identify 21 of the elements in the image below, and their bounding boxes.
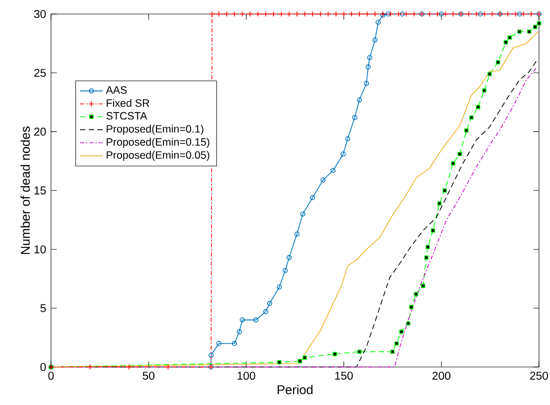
y-axis-title: Number of dead nodes [20, 126, 30, 254]
x-tick-label: 100 [238, 372, 256, 380]
legend-label: Proposed(Emin=0.1) [106, 124, 204, 135]
y-tick-label: 0 [40, 363, 46, 372]
legend-label: STCSTA [106, 112, 148, 120]
legend-label: Proposed(Emin=0.15) [106, 138, 210, 148]
legend-label: Proposed(Emin=0.05) [106, 150, 210, 161]
y-tick-label: 10 [34, 245, 46, 254]
x-tick-label: 250 [530, 372, 548, 380]
x-tick-label: 50 [142, 372, 154, 380]
y-tick-label: 5 [40, 304, 46, 312]
x-tick-label: 150 [335, 372, 353, 380]
x-tick-label: 0 [48, 372, 54, 380]
x-tick-label: 200 [432, 372, 450, 380]
legend-label: AAS [106, 86, 127, 94]
y-tick-label: 15 [34, 186, 46, 194]
y-tick-label: 30 [34, 10, 46, 18]
legend-label: Fixed SR [106, 98, 150, 107]
y-tick-label: 20 [34, 128, 46, 136]
y-tick-label: 25 [34, 68, 46, 77]
x-axis-title: Period [278, 384, 312, 394]
